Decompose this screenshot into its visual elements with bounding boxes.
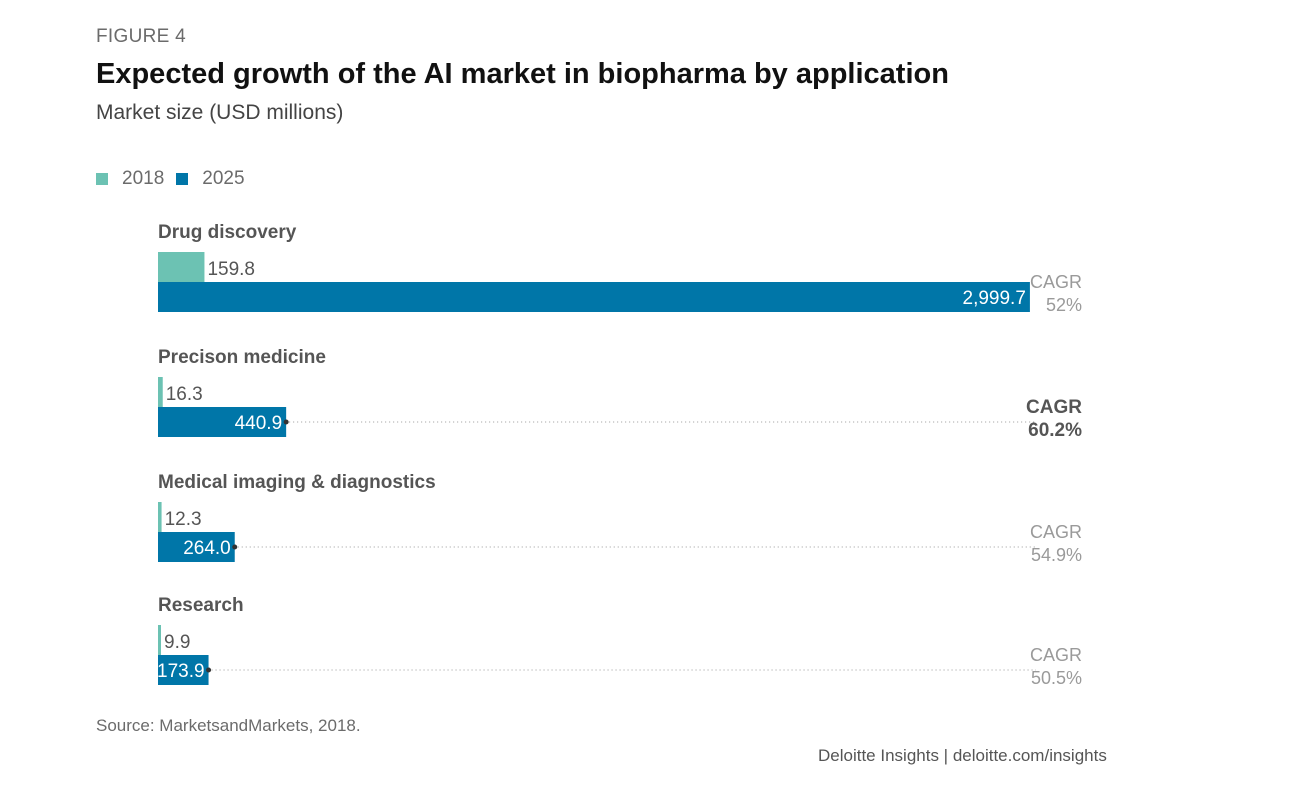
bar-2018: [158, 252, 205, 282]
legend-label-2018: 2018: [122, 168, 165, 189]
bar-2018: [158, 377, 163, 407]
chart-subtitle: Market size (USD millions): [96, 101, 344, 124]
category-label: Drug discovery: [158, 222, 297, 243]
value-label-2018: 159.8: [207, 259, 255, 280]
cagr-label: CAGR: [1030, 272, 1082, 292]
cagr-label: CAGR: [1030, 522, 1082, 542]
value-label-2018: 9.9: [164, 632, 190, 653]
bar-2025: [158, 655, 209, 685]
legend-label-2025: 2025: [202, 168, 245, 189]
legend-item-2025: 2025: [176, 168, 245, 190]
value-label-2025: 264.0: [183, 538, 231, 559]
value-label-2018: 16.3: [166, 384, 203, 405]
value-label-2025: 173.9: [157, 661, 205, 682]
legend-item-2018: 2018: [96, 168, 164, 190]
value-label-2018: 12.3: [165, 509, 202, 530]
leader-dot: [283, 419, 289, 425]
category-label: Medical imaging & diagnostics: [158, 472, 436, 493]
cagr-value: 60.2%: [1028, 420, 1082, 441]
bar-2018: [158, 502, 162, 532]
bar-2018: [158, 625, 161, 655]
cagr-value: 52%: [1046, 295, 1082, 315]
leader-dot: [206, 667, 212, 673]
legend-swatch-2025: [176, 173, 189, 185]
category-label: Research: [158, 595, 244, 616]
cagr-value: 50.5%: [1031, 668, 1082, 688]
legend-swatch-2018: [96, 173, 108, 185]
cagr-label: CAGR: [1030, 645, 1082, 665]
category-label: Precison medicine: [158, 347, 326, 368]
source-note: Source: MarketsandMarkets, 2018.: [96, 716, 361, 735]
figure-label: FIGURE 4: [96, 26, 187, 47]
cagr-label: CAGR: [1026, 397, 1082, 418]
legend: 2018 2025: [96, 168, 257, 190]
bar-2025: [158, 282, 1030, 312]
cagr-value: 54.9%: [1031, 545, 1082, 565]
publisher-credit: Deloitte Insights | deloitte.com/insight…: [818, 746, 1107, 765]
chart-title: Expected growth of the AI market in biop…: [96, 58, 949, 90]
leader-dot: [232, 544, 238, 550]
value-label-2025: 440.9: [235, 413, 283, 434]
bar-2025: [158, 532, 235, 562]
value-label-2025: 2,999.7: [963, 288, 1026, 309]
bar-2025: [158, 407, 287, 437]
